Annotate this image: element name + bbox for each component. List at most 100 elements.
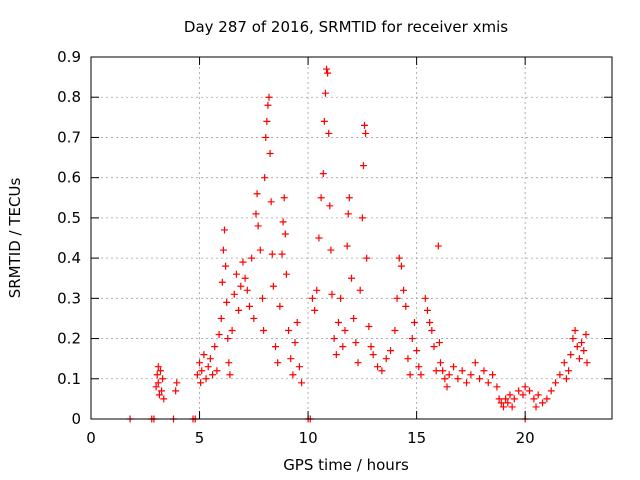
data-point (543, 395, 551, 403)
data-point (222, 262, 230, 270)
data-point (153, 371, 161, 379)
data-point (489, 371, 497, 379)
y-tick-label: 0.5 (57, 209, 81, 227)
data-point (350, 314, 358, 322)
x-tick-label: 10 (299, 429, 318, 447)
data-point (226, 371, 234, 379)
data-point (395, 254, 403, 262)
data-point (547, 387, 555, 395)
data-point (326, 202, 334, 210)
data-point (356, 286, 364, 294)
y-tick-label: 0.1 (57, 370, 81, 388)
data-point (160, 395, 168, 403)
data-point (253, 190, 261, 198)
y-tick-label: 0.7 (57, 128, 81, 146)
y-tick-label: 0.4 (57, 249, 81, 267)
data-point (410, 318, 418, 326)
data-point (278, 250, 286, 258)
data-point (211, 343, 219, 351)
data-point (506, 391, 514, 399)
data-point (156, 367, 164, 375)
data-point (217, 314, 225, 322)
data-point (213, 367, 221, 375)
data-point (348, 274, 355, 282)
data-point (245, 302, 253, 310)
data-point (295, 363, 303, 371)
data-point (404, 355, 412, 363)
axis-ticks: 0 5 10 15 20 0 0.1 0.2 0.3 0.4 0.5 0.6 0.7 0.8 0.9 (57, 48, 612, 447)
data-point (534, 391, 542, 399)
data-point (158, 387, 166, 395)
data-point (228, 327, 236, 335)
data-point (421, 294, 429, 302)
data-point (397, 262, 405, 270)
data-point (332, 351, 340, 359)
data-point (552, 379, 560, 387)
data-point (265, 93, 273, 101)
data-point (321, 89, 329, 97)
y-axis-label: SRMTID / TECUs (6, 178, 24, 299)
data-point (276, 302, 284, 310)
data-point (519, 391, 527, 399)
data-point (454, 375, 462, 383)
data-point (400, 286, 408, 294)
data-point (328, 290, 336, 298)
data-point (458, 367, 466, 375)
data-point (319, 170, 327, 178)
data-point (308, 294, 316, 302)
data-point (415, 363, 423, 371)
data-point (367, 343, 375, 351)
data-point (248, 254, 256, 262)
data-point (508, 403, 516, 411)
data-point (343, 242, 351, 250)
data-point (423, 306, 431, 314)
data-point (241, 274, 249, 282)
data-point (221, 226, 229, 234)
data-point (282, 270, 290, 278)
data-point (378, 367, 386, 375)
data-point (206, 355, 214, 363)
data-point (497, 399, 505, 407)
data-point (154, 363, 162, 371)
data-point (569, 335, 577, 343)
data-point (235, 306, 243, 314)
data-point (499, 403, 507, 411)
chart-title: Day 287 of 2016, SRMTID for receiver xmi… (184, 18, 508, 36)
data-point (556, 371, 564, 379)
data-point (467, 371, 475, 379)
data-point (345, 194, 353, 202)
data-point (172, 387, 180, 395)
data-point (532, 403, 540, 411)
data-point (200, 351, 208, 359)
data-point (521, 383, 529, 391)
data-point (154, 379, 162, 387)
data-point (539, 399, 547, 407)
data-point (268, 250, 276, 258)
data-point (575, 355, 583, 363)
data-point (573, 343, 581, 351)
data-point (493, 383, 501, 391)
data-point (311, 306, 319, 314)
data-point (237, 282, 245, 290)
data-point (495, 395, 503, 403)
data-point (363, 254, 371, 262)
data-point (337, 294, 345, 302)
data-point (260, 327, 268, 335)
data-point (258, 294, 266, 302)
data-point (197, 379, 205, 387)
data-point (365, 322, 373, 330)
data-point (583, 359, 591, 367)
data-point (344, 210, 352, 218)
data-point (317, 194, 325, 202)
data-point (382, 355, 390, 363)
data-point (239, 258, 247, 266)
data-point (289, 371, 297, 379)
data-point (417, 371, 425, 379)
grid (91, 57, 612, 419)
data-point (526, 387, 534, 395)
data-point (443, 383, 451, 391)
data-point (352, 339, 360, 347)
data-point (450, 363, 458, 371)
